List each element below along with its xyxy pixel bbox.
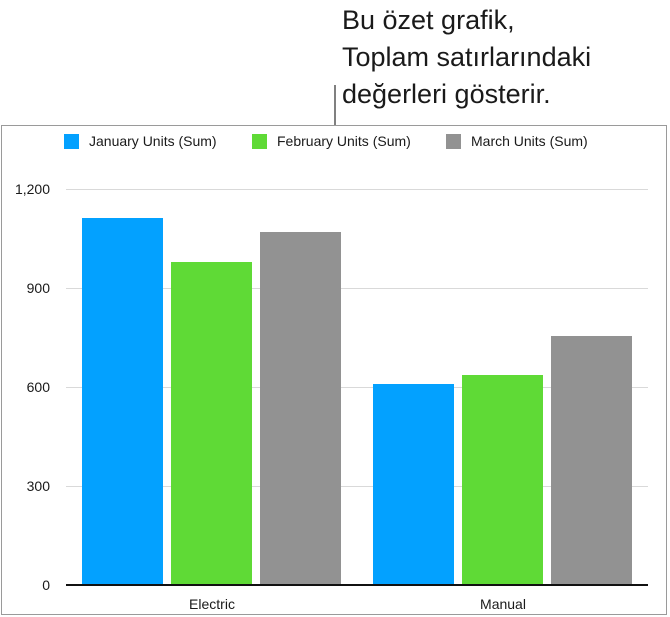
gridline-900 [66, 288, 648, 289]
legend-item-february[interactable]: February Units (Sum) [252, 133, 411, 149]
gridline-1200 [66, 189, 648, 190]
x-category-electric: Electric [189, 596, 235, 612]
gridline-300 [66, 486, 648, 487]
y-tick-600: 600 [26, 379, 50, 395]
gridline-600 [66, 387, 648, 388]
callout-annotation: Bu özet grafik, Toplam satırlarındaki de… [342, 2, 591, 113]
legend-swatch-february [252, 133, 267, 149]
callout-line-2: Toplam satırlarındaki [342, 42, 592, 72]
legend-label-january: January Units (Sum) [89, 133, 217, 149]
legend-item-january[interactable]: January Units (Sum) [64, 133, 217, 149]
bar-electric-january[interactable] [82, 218, 163, 585]
y-tick-300: 300 [26, 478, 50, 494]
legend-swatch-january [64, 133, 79, 149]
bar-manual-february[interactable] [462, 375, 543, 585]
bar-manual-january[interactable] [373, 384, 454, 585]
y-tick-0: 0 [42, 577, 50, 593]
bar-electric-march[interactable] [260, 232, 341, 585]
legend-swatch-march [446, 133, 461, 149]
y-tick-1200: 1,200 [14, 181, 50, 197]
legend-label-march: March Units (Sum) [471, 133, 588, 149]
legend-item-march[interactable]: March Units (Sum) [446, 133, 588, 149]
bar-manual-march[interactable] [551, 336, 632, 585]
x-category-manual: Manual [480, 596, 526, 612]
chart-legend: January Units (Sum) February Units (Sum)… [0, 133, 670, 149]
callout-line-3: değerleri gösterir. [342, 79, 551, 109]
callout-leader-line [334, 85, 336, 126]
callout-line-1: Bu özet grafik, [342, 5, 515, 35]
y-tick-900: 900 [26, 280, 50, 296]
x-axis-line [66, 584, 648, 586]
bar-electric-february[interactable] [171, 262, 252, 585]
chart-frame [1, 125, 667, 615]
legend-label-february: February Units (Sum) [277, 133, 411, 149]
